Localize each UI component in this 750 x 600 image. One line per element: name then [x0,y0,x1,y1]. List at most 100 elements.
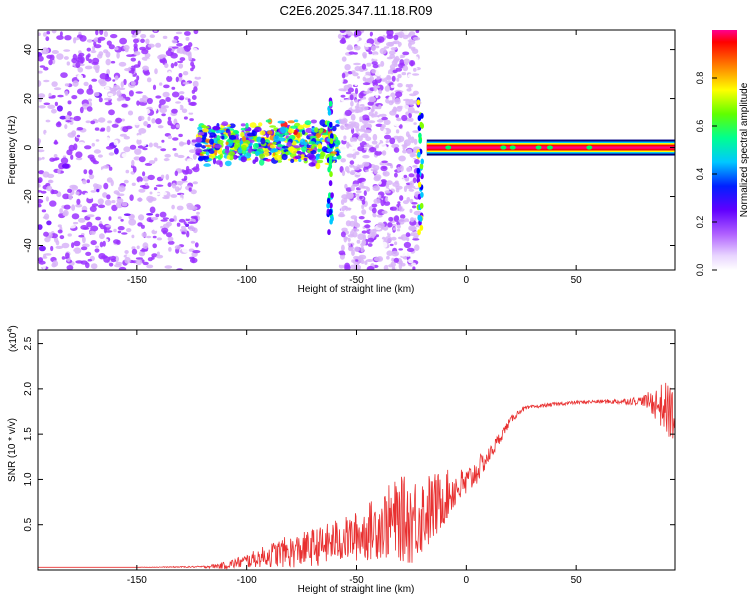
spectral-blob [171,86,176,90]
spectral-blob [273,135,280,143]
spectral-blob [369,146,377,153]
spectral-blob [415,184,419,188]
spectral-blob [184,97,189,100]
spectral-blob [387,222,393,228]
spectral-blob [241,144,247,151]
spectral-blob [179,95,185,101]
spectral-blob [166,232,173,238]
spectral-blob [117,216,122,220]
spectral-blob [341,72,346,79]
spectral-blob [362,161,370,167]
spectral-blob [78,218,86,223]
spectral-blob [130,81,136,86]
spectral-blob [71,251,76,259]
spectral-blob [82,179,87,185]
spectral-blob [371,140,378,145]
spectral-blob [38,183,41,188]
spectral-blob [38,105,46,109]
spectral-blob [90,240,97,246]
spectral-blob [193,30,199,35]
spectral-blob [137,30,142,34]
spectral-blob [258,122,263,127]
spectral-blob [45,196,50,202]
spectral-blob [97,181,105,185]
spectral-streak [327,109,332,116]
spectral-blob [277,120,285,124]
spectral-blob [63,56,69,60]
spectral-blob [123,135,130,140]
spectral-blob [38,245,46,252]
spectral-blob [187,98,191,103]
spectral-blob [111,123,119,128]
spectral-blob [56,53,64,60]
spectral-blob [73,231,77,238]
spectral-blob [386,255,390,260]
spectral-blob [182,170,189,175]
spectral-blob [403,218,410,223]
spectral-blob [391,223,397,227]
x-tick-label: 0 [464,275,470,286]
spectral-blob [62,193,70,200]
spectral-streak [327,166,331,173]
spectral-blob [123,179,129,184]
spectral-blob [402,51,410,56]
spectral-blob [340,125,345,131]
spectral-blob [397,136,402,143]
spectral-blob [161,165,166,173]
spectral-blob [195,136,203,143]
spectral-blob [162,35,168,40]
spectral-blob [407,73,413,79]
spectral-blob [409,208,413,213]
spectral-blob [391,257,395,262]
spectral-blob [161,191,168,196]
spectral-blob [192,153,197,160]
spectral-blob [191,139,197,143]
spectral-blob [389,243,394,247]
spectral-blob [183,116,188,120]
spectral-blob [379,47,387,55]
spectral-blob [293,159,298,162]
spectral-streak [328,100,333,107]
spectral-blob [79,63,85,67]
spectral-blob [86,106,93,112]
spectral-streak [328,208,333,215]
spectral-blob [388,216,394,222]
spectral-blob [345,187,353,193]
spectral-blob [38,190,43,193]
spectral-blob [192,166,200,173]
spectral-blob [149,191,153,195]
spectral-blob [335,150,340,156]
spectral-blob [153,142,159,148]
spectral-blob [147,174,155,181]
spectral-blob [127,110,134,116]
snr-scale-label: (x104) [7,325,19,352]
spectral-blob [361,204,365,210]
spectral-blob [319,119,326,126]
spectral-blob [382,110,390,114]
spectral-blob [215,160,223,165]
spectral-blob [397,74,402,79]
spectral-blob [296,150,302,155]
spectral-blob [349,94,354,101]
spectral-blob [201,124,207,129]
spectral-blob [72,80,79,87]
spectral-blob [383,201,391,206]
spectral-blob [171,182,177,189]
spectral-blob [202,155,210,160]
spectral-blob [99,241,104,248]
spectral-blob [280,126,287,134]
spectral-blob [196,211,200,215]
y-tick-label: 2.0 [23,381,34,395]
spectral-blob [286,141,292,148]
spectral-blob [98,117,106,123]
spectral-blob [133,120,141,126]
snr-ticks: -150 -100 -50 0 50 0.5 1.0 1.5 2.0 2.5 [23,330,675,586]
spectral-blob [305,127,314,134]
spectral-blob [60,72,68,78]
spectral-blob [379,155,383,161]
spectral-streak [416,167,421,174]
spectral-blob [49,207,57,211]
spectral-blob [73,115,81,122]
spectral-blob [400,45,404,52]
